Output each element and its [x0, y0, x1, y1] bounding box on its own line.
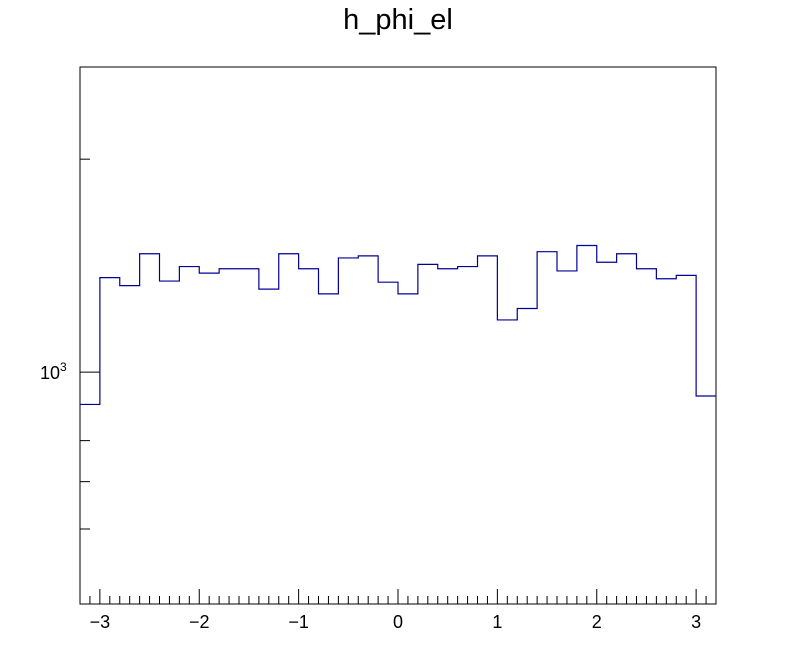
x-tick-label: −1 [288, 612, 309, 632]
x-tick-label: 1 [492, 612, 502, 632]
y-tick-label: 103 [40, 360, 67, 383]
x-tick-label: −2 [189, 612, 210, 632]
x-tick-label: −3 [90, 612, 111, 632]
x-tick-label: 0 [393, 612, 403, 632]
x-axis: −3 −2 −1 0 1 2 3 [79, 589, 717, 632]
chart-title: h_phi_el [343, 4, 453, 36]
y-tick-labels: 103 [40, 360, 67, 383]
x-tick-label: 3 [691, 612, 701, 632]
y-axis [80, 158, 100, 530]
plot-frame [79, 66, 717, 605]
histogram-line [80, 244, 716, 406]
x-tick-label: 2 [592, 612, 602, 632]
